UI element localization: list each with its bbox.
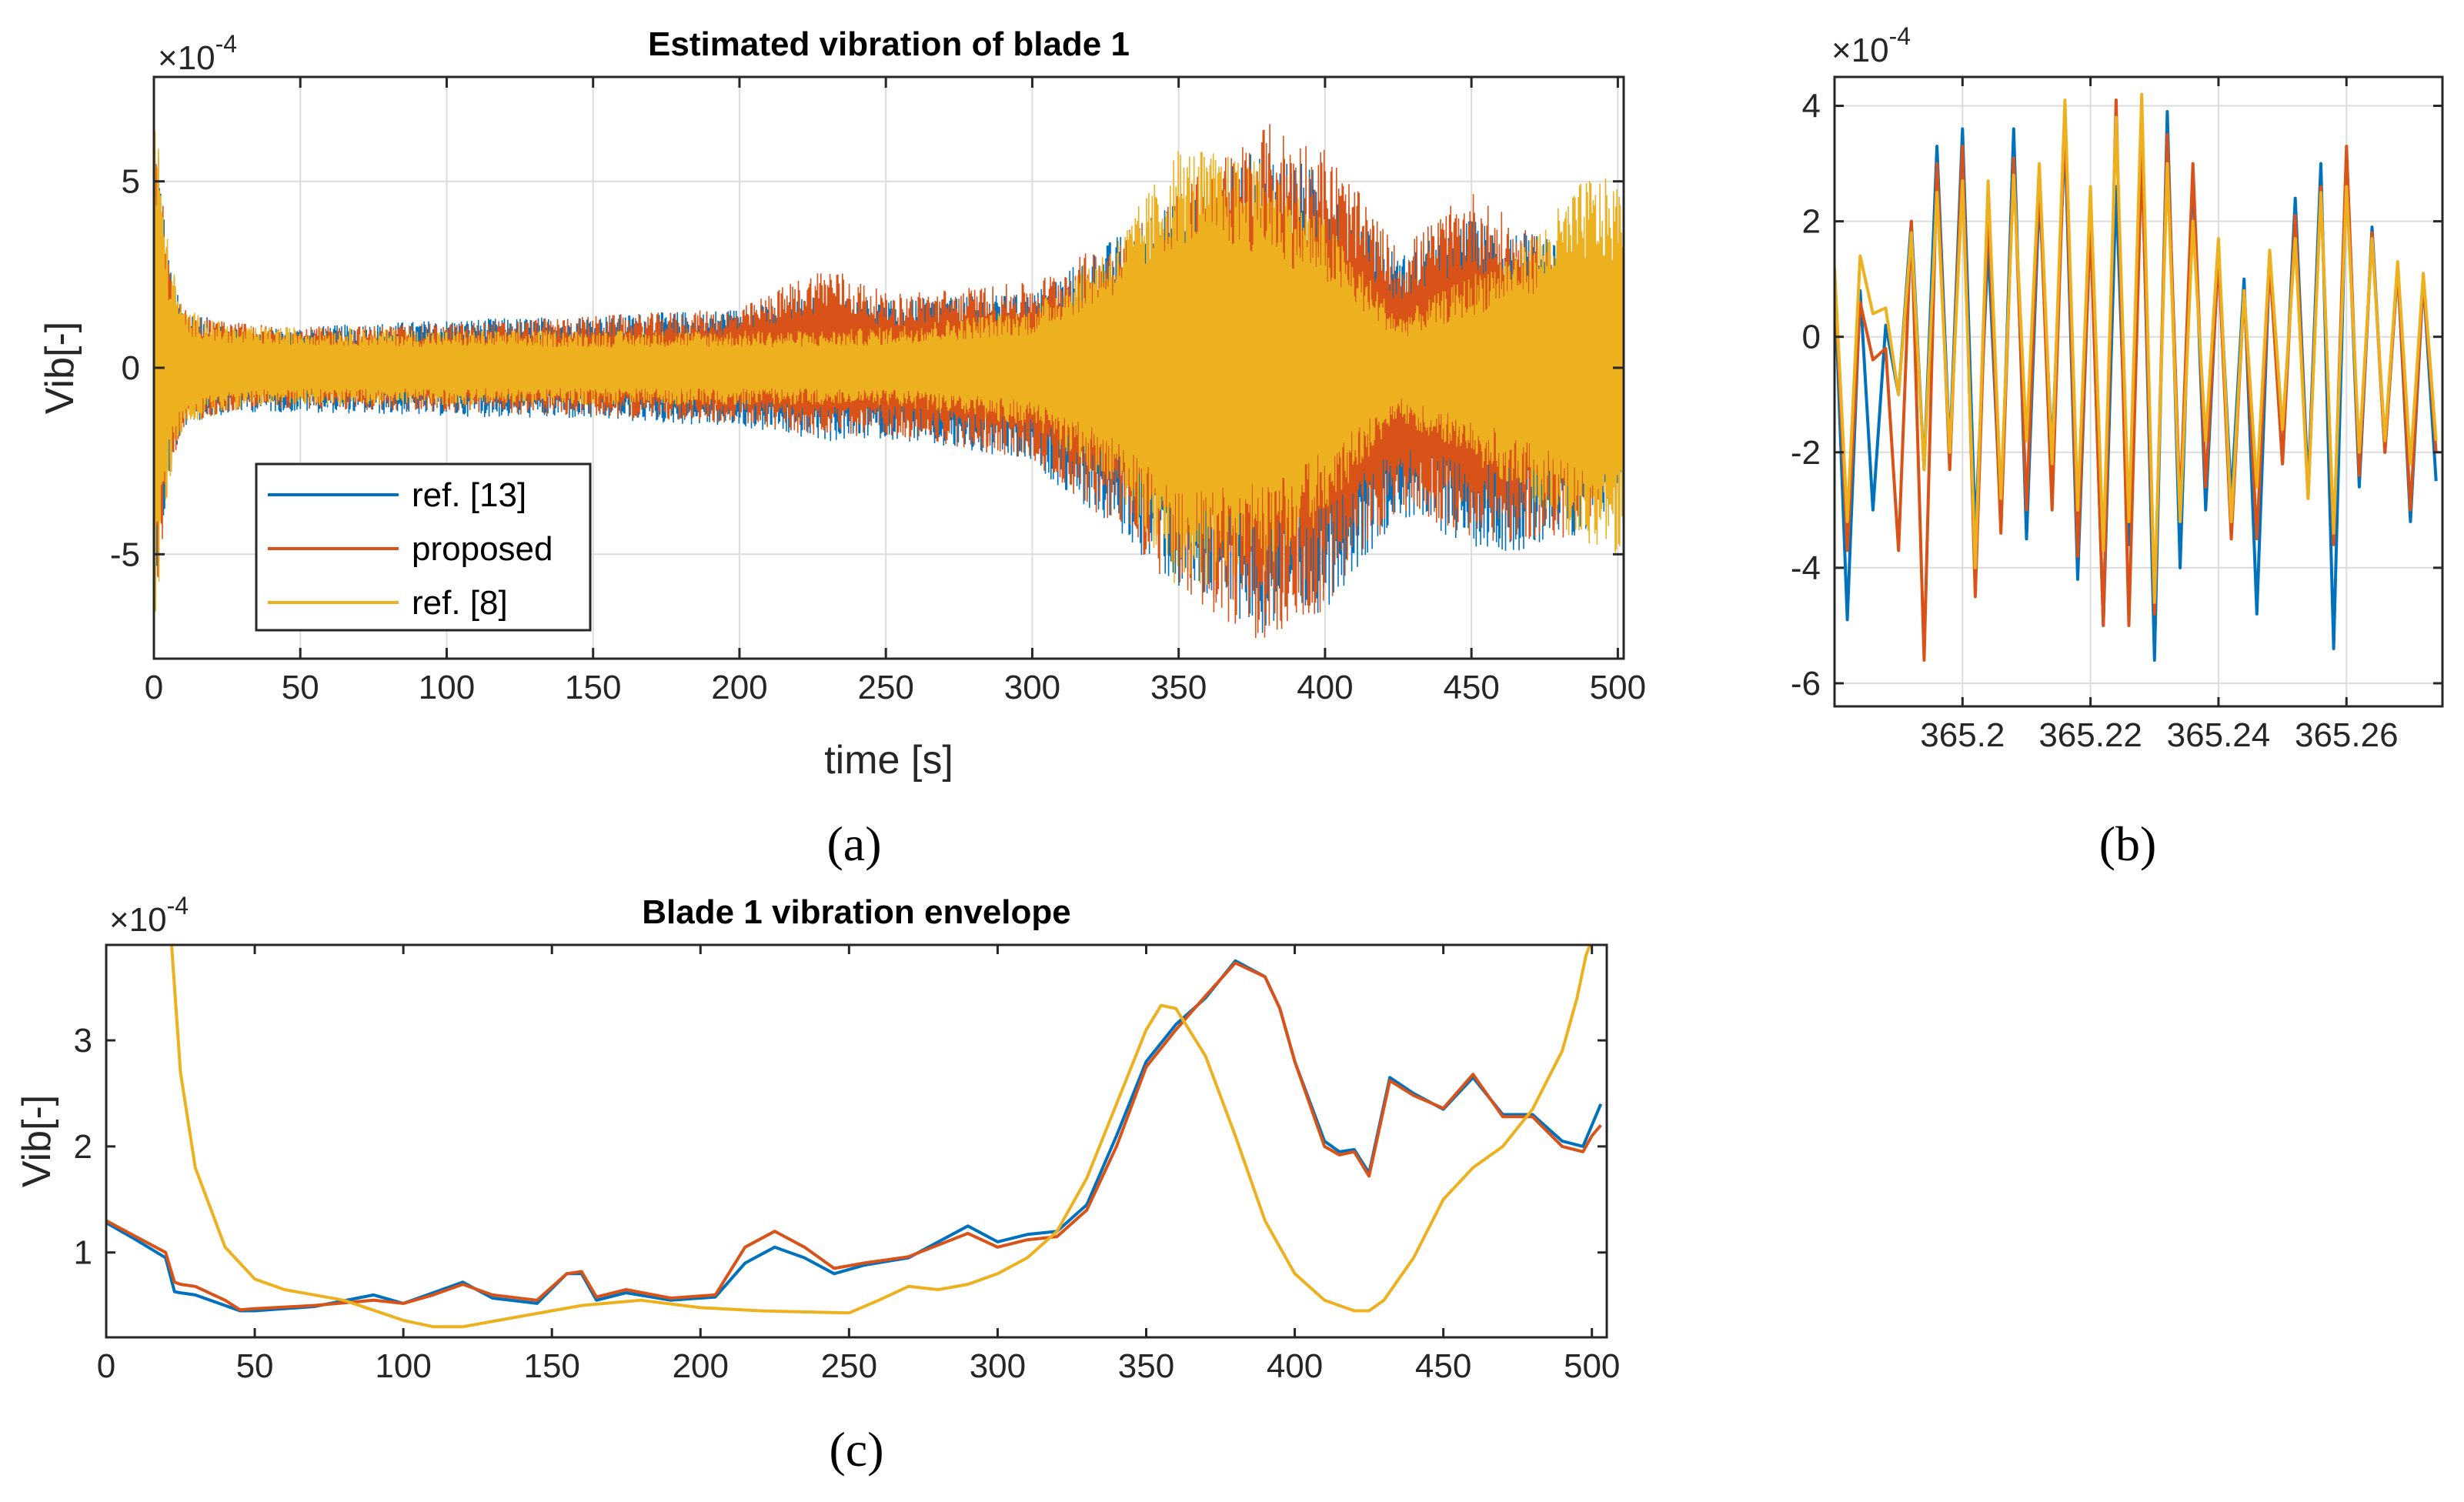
legend-label-ref8: ref. [8] [412, 584, 508, 622]
x-tick-label: 0 [145, 669, 163, 706]
x-tick-label: 100 [375, 1347, 431, 1385]
y-tick-label: 3 [74, 1022, 92, 1060]
y-axis-label-c: Vib[-] [15, 1095, 59, 1187]
y-tick-label: 0 [122, 349, 140, 387]
y-tick-label: -4 [1791, 549, 1821, 587]
y-multiplier-c: ×10-4 [109, 892, 189, 939]
y-tick-label: -5 [110, 536, 140, 573]
panel-label-c: (c) [829, 1422, 883, 1477]
series-line-ref-8 [154, 131, 1624, 612]
y-tick-label: -6 [1791, 665, 1821, 703]
x-axis-label-a: time [s] [824, 738, 953, 783]
chart-panel-a: 0 50 100 150 200 250 300 350 400 450 500 -5 0 5 Estim… [38, 25, 1646, 871]
axes-box-b [1833, 75, 2444, 708]
x-tick-label: 350 [1118, 1347, 1174, 1385]
y-multiplier-exp-c: -4 [167, 892, 189, 920]
x-tick-label: 0 [97, 1347, 115, 1385]
x-tick-label: 365.2 [1920, 716, 2005, 754]
x-tick-label: 150 [523, 1347, 579, 1385]
x-tick-label: 500 [1564, 1347, 1620, 1385]
series-line-proposed [106, 961, 1602, 1312]
series-line-ref-8 [170, 945, 1592, 1329]
series-b [1835, 92, 2438, 662]
x-tick-label: 100 [419, 669, 475, 706]
x-tick-label: 365.26 [2295, 716, 2399, 754]
panel-label-a: (a) [826, 816, 881, 871]
ticks-b: 365.2 365.22 365.24 365.26 -6 -4 -2 0 2 4 [1791, 77, 2442, 754]
series-c [106, 945, 1603, 1329]
x-tick-label: 50 [282, 669, 319, 706]
x-tick-label: 200 [711, 669, 767, 706]
y-tick-label: 5 [122, 163, 140, 201]
ticks-a: 0 50 100 150 200 250 300 350 400 450 500 -5 0 5 [110, 77, 1646, 706]
legend-a: ref. [13] proposed ref. [8] [255, 462, 592, 632]
y-multiplier-a: ×10-4 [158, 30, 237, 77]
x-tick-label: 350 [1150, 669, 1207, 706]
y-multiplier-base-a: ×10 [158, 39, 215, 77]
y-tick-label: 0 [1802, 319, 1821, 356]
series-a [154, 124, 1624, 639]
x-tick-label: 365.22 [2038, 716, 2142, 754]
y-multiplier-b: ×10-4 [1831, 22, 1911, 69]
y-tick-label: 2 [74, 1128, 92, 1166]
y-tick-label: 1 [74, 1234, 92, 1272]
chart-title-a: Estimated vibration of blade 1 [648, 25, 1130, 63]
x-tick-label: 300 [1004, 669, 1060, 706]
y-multiplier-base-b: ×10 [1831, 32, 1889, 69]
x-tick-label: 400 [1267, 1347, 1323, 1385]
chart-title-c: Blade 1 vibration envelope [642, 893, 1071, 931]
x-tick-label: 50 [236, 1347, 274, 1385]
x-tick-label: 200 [673, 1347, 729, 1385]
x-tick-label: 400 [1297, 669, 1353, 706]
chart-panel-c: 0 50 100 150 200 250 300 350 400 450 500 1 2 3 Blade … [15, 892, 1620, 1477]
legend-label-ref13: ref. [13] [412, 476, 526, 514]
y-tick-label: 2 [1802, 203, 1821, 241]
series-line-ref-8 [1835, 92, 2438, 604]
legend-label-proposed: proposed [412, 530, 553, 568]
y-multiplier-base-c: ×10 [109, 901, 167, 939]
x-tick-label: 450 [1415, 1347, 1471, 1385]
x-tick-label: 450 [1443, 669, 1499, 706]
axes-box-c [105, 943, 1608, 1339]
y-multiplier-exp-a: -4 [215, 30, 237, 58]
x-tick-label: 250 [821, 1347, 877, 1385]
x-tick-label: 250 [857, 669, 913, 706]
y-axis-label-a: Vib[-] [38, 322, 82, 414]
y-multiplier-exp-b: -4 [1889, 22, 1911, 50]
x-tick-label: 365.24 [2167, 716, 2271, 754]
panel-label-b: (b) [2099, 816, 2157, 871]
y-tick-label: 4 [1802, 88, 1821, 125]
y-tick-label: -2 [1791, 434, 1821, 472]
x-tick-label: 300 [970, 1347, 1026, 1385]
ticks-c: 0 50 100 150 200 250 300 350 400 450 500 1 2 3 [74, 945, 1620, 1385]
x-tick-label: 500 [1590, 669, 1646, 706]
x-tick-label: 150 [565, 669, 621, 706]
